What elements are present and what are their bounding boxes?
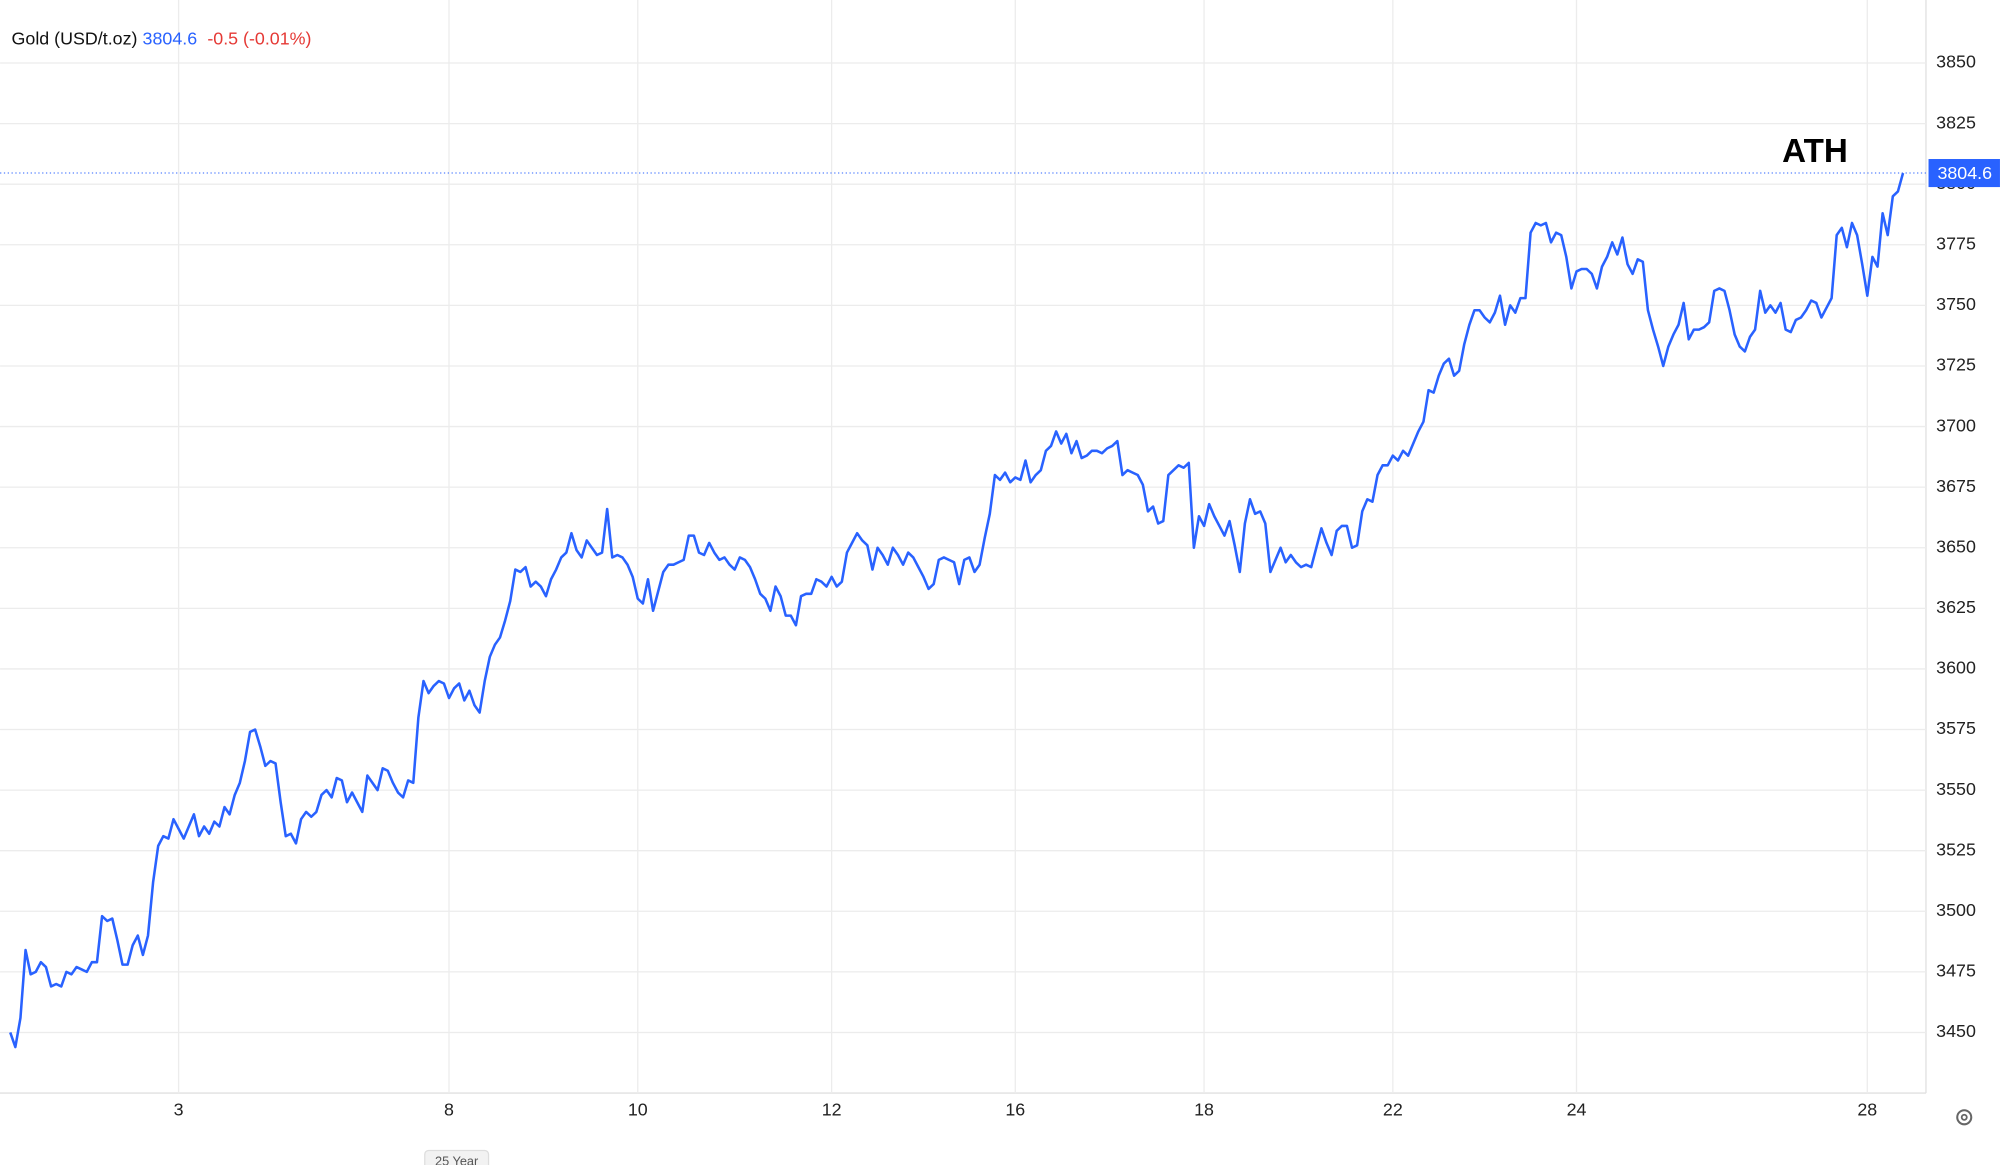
y-tick-label: 3675 bbox=[1936, 476, 1976, 496]
y-tick-label: 3850 bbox=[1936, 52, 1976, 72]
y-tick-label: 3775 bbox=[1936, 234, 1976, 254]
y-tick-label: 3625 bbox=[1936, 597, 1976, 617]
annotation: ATH bbox=[1782, 133, 1848, 170]
header-price: 3804.6 bbox=[143, 28, 198, 48]
x-tick-label: 16 bbox=[1005, 1100, 1025, 1120]
range-button-label: 25 Year bbox=[435, 1153, 479, 1165]
gear-hub bbox=[1960, 1113, 1968, 1121]
y-tick-label: 3700 bbox=[1936, 415, 1976, 435]
last-price-label: 3804.6 bbox=[1937, 163, 1992, 183]
x-tick-label: 24 bbox=[1567, 1100, 1587, 1120]
x-tick-label: 8 bbox=[444, 1100, 454, 1120]
price-line bbox=[9, 172, 1905, 1049]
y-tick-label: 3725 bbox=[1936, 355, 1976, 375]
gear-icon[interactable] bbox=[1956, 1109, 1973, 1126]
header: Gold (USD/t.oz) 3804.6 -0.5 (-0.01%) bbox=[12, 28, 312, 48]
y-tick-label: 3450 bbox=[1936, 1021, 1976, 1041]
x-tick-label: 3 bbox=[174, 1100, 184, 1120]
y-tick-label: 3500 bbox=[1936, 900, 1976, 920]
y-tick-label: 3475 bbox=[1936, 961, 1976, 981]
x-tick-label: 12 bbox=[822, 1100, 842, 1120]
grid bbox=[0, 0, 1926, 1094]
y-tick-label: 3525 bbox=[1936, 839, 1976, 859]
last-price-box bbox=[1928, 159, 2000, 188]
y-tick-label: 3650 bbox=[1936, 536, 1976, 556]
y-tick-label: 3825 bbox=[1936, 112, 1976, 132]
gear-ring bbox=[1956, 1109, 1973, 1126]
x-tick-label: 18 bbox=[1194, 1100, 1214, 1120]
y-tick-label: 3750 bbox=[1936, 294, 1976, 314]
x-tick-label: 22 bbox=[1383, 1100, 1403, 1120]
x-tick-label: 28 bbox=[1857, 1100, 1877, 1120]
y-tick-label: 3575 bbox=[1936, 718, 1976, 738]
x-tick-label: 10 bbox=[628, 1100, 648, 1120]
header-change: -0.5 (-0.01%) bbox=[207, 28, 311, 48]
header-title: Gold (USD/t.oz) bbox=[12, 28, 138, 48]
range-button[interactable] bbox=[424, 1149, 490, 1165]
y-tick-label: 3600 bbox=[1936, 658, 1976, 678]
y-tick-label: 3550 bbox=[1936, 779, 1976, 799]
